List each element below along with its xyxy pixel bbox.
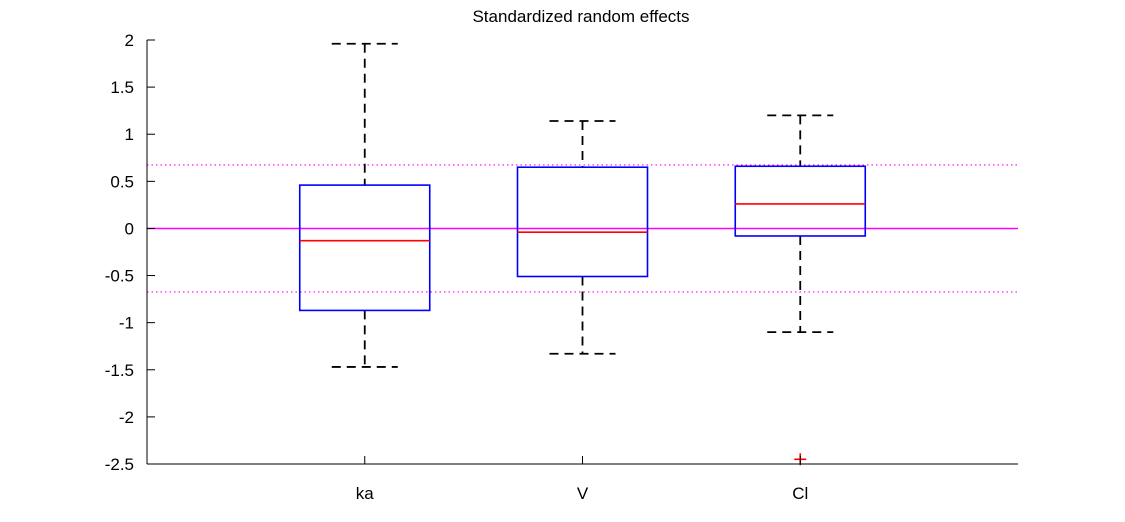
box-iqr — [734, 165, 867, 237]
y-tick-label: -0.5 — [105, 267, 134, 286]
x-tick-label: Cl — [792, 484, 808, 503]
box-iqr — [516, 166, 649, 278]
box-V — [516, 120, 649, 355]
box-Cl — [734, 114, 867, 466]
chart-title: Standardized random effects — [472, 7, 689, 26]
y-tick-label: 2 — [125, 31, 134, 50]
y-tick-label: 0 — [125, 219, 134, 238]
y-tick-label: -1 — [119, 314, 134, 333]
reference-lines — [147, 164, 1018, 293]
y-axis-ticks: 2 1.5 1 0.5 0 -0.5 -1 -1.5 -2 -2.5 — [105, 31, 155, 474]
boxes — [298, 42, 867, 466]
x-tick-label: ka — [356, 484, 375, 503]
box-ka — [298, 42, 431, 368]
x-axis-ticks: ka V Cl — [356, 456, 808, 503]
axes — [146, 40, 1018, 465]
x-tick-label: V — [577, 484, 589, 503]
y-tick-label: -2.5 — [105, 455, 134, 474]
y-tick-label: -2 — [119, 408, 134, 427]
y-tick-label: 0.5 — [110, 172, 134, 191]
box-iqr — [298, 184, 431, 312]
y-tick-label: 1.5 — [110, 78, 134, 97]
y-tick-label: 1 — [125, 125, 134, 144]
y-tick-label: -1.5 — [105, 361, 134, 380]
